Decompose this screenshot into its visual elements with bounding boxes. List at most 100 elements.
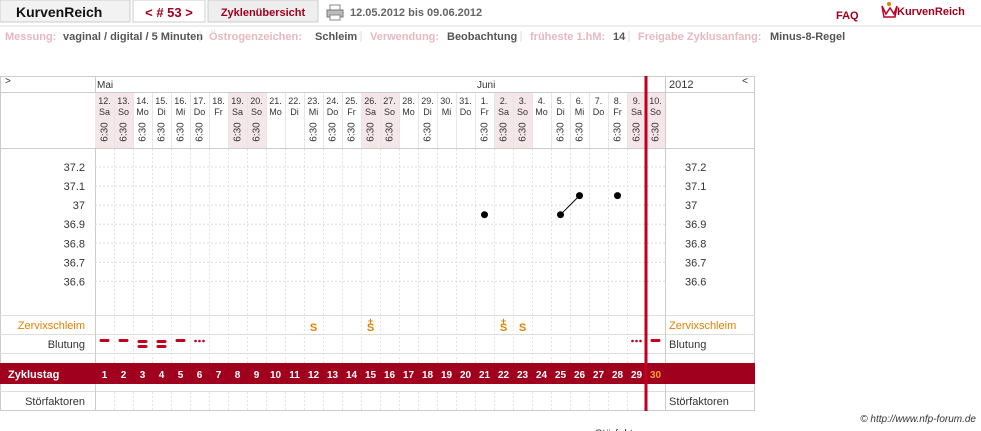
next-arrow[interactable]: <	[742, 76, 748, 87]
day: 2.	[500, 96, 508, 106]
mucus: S	[500, 322, 507, 334]
cycle-day-bar	[0, 363, 755, 384]
mucus: S	[367, 322, 374, 334]
cycle-day: 27	[593, 370, 605, 381]
bleeding	[198, 339, 201, 343]
faq-link[interactable]: FAQ	[836, 10, 859, 22]
day: 29.	[421, 96, 434, 106]
weekday: Mi	[442, 107, 452, 117]
time: 6:30	[176, 122, 187, 142]
cycle-day: 14	[346, 370, 358, 381]
weekday: Di	[556, 107, 565, 117]
weekday: So	[517, 107, 528, 117]
y-tick-label: 36.8	[64, 238, 85, 250]
weekday: So	[251, 107, 262, 117]
weekend-shade	[361, 93, 380, 148]
cycle-day: 3	[140, 370, 146, 381]
cycle-nav-box[interactable]	[132, 0, 206, 23]
day: 30.	[440, 96, 453, 106]
day: 8.	[614, 96, 622, 106]
weekday: Sa	[631, 107, 642, 117]
bleeding	[118, 339, 129, 342]
day: 22.	[288, 96, 301, 106]
disturbances-label-right: Störfaktoren	[669, 396, 729, 408]
day: 23.	[307, 96, 320, 106]
day: 13.	[117, 96, 130, 106]
y-tick-label: 36.6	[64, 276, 85, 288]
bleeding	[175, 339, 186, 342]
weekday: Mo	[269, 107, 282, 117]
cycle-day: 4	[159, 370, 165, 381]
day: 18.	[212, 96, 225, 106]
setting-label: Verwendung:	[370, 31, 439, 43]
logo[interactable]: KurvenReich	[897, 6, 965, 18]
weekday: Fr	[214, 107, 223, 117]
time: 6:30	[328, 122, 339, 142]
cycle-day: 23	[517, 370, 529, 381]
y-tick-label: 37	[73, 200, 85, 212]
cycle-nav[interactable]: < # 53 >	[145, 5, 193, 20]
cycle-day: 21	[479, 370, 491, 381]
time: 6:30	[138, 122, 149, 142]
setting-value: Minus-8-Regel	[770, 31, 845, 43]
day: 25.	[345, 96, 358, 106]
time: 6:30	[613, 122, 624, 142]
weekend-shade	[247, 93, 266, 148]
day: 14.	[136, 96, 149, 106]
weekday: Di	[290, 107, 299, 117]
weekend-shade	[494, 93, 513, 148]
time: 6:30	[157, 122, 168, 142]
cycle-day: 11	[289, 370, 300, 381]
setting-value: 14	[613, 31, 626, 43]
time: 6:30	[195, 122, 206, 142]
cycle-day: 16	[384, 370, 396, 381]
bleeding-label-right: Blutung	[669, 339, 706, 351]
time: 6:30	[233, 122, 244, 142]
cycle-day-label: Zyklustag	[8, 369, 59, 381]
day: 21.	[269, 96, 282, 106]
setting-label: Messung:	[5, 31, 56, 43]
cycle-day: 9	[254, 370, 260, 381]
cycle-day: 20	[460, 370, 472, 381]
y-tick-label-right: 36.6	[685, 276, 706, 288]
overview[interactable]: Zyklenübersicht	[221, 7, 306, 19]
time: 6:30	[518, 122, 529, 142]
period: 12.05.2012 bis 09.06.2012	[350, 7, 482, 19]
mucus-peak: +	[501, 316, 506, 326]
bleeding	[650, 339, 661, 342]
weekend-shade	[627, 93, 646, 148]
y-tick-label: 37.2	[64, 162, 85, 174]
time: 6:30	[651, 122, 662, 142]
cycle-day: 2	[121, 370, 127, 381]
logo-icon	[881, 2, 898, 18]
copyright: © http://www.nfp-forum.de	[860, 414, 976, 425]
time: 6:30	[119, 122, 130, 142]
disturbances-label: Störfaktoren	[25, 396, 85, 408]
weekend-shade	[228, 93, 247, 148]
prev-arrow[interactable]: >	[5, 76, 11, 87]
month: Mai	[97, 80, 113, 91]
mucus: S	[310, 322, 317, 334]
day: 17.	[193, 96, 206, 106]
printer-icon[interactable]	[326, 4, 344, 21]
bleeding	[194, 339, 197, 343]
time: 6:30	[385, 122, 396, 142]
day: 12.	[98, 96, 111, 106]
y-tick-label-right: 36.9	[685, 219, 706, 231]
weekday: Do	[593, 107, 605, 117]
cycle-day: 13	[327, 370, 339, 381]
cycle-day: 18	[422, 370, 434, 381]
bleeding	[635, 339, 638, 343]
day: 10.	[649, 96, 662, 106]
weekday: Fr	[613, 107, 622, 117]
cycle-day: 26	[574, 370, 586, 381]
day: 31.	[459, 96, 472, 106]
weekday: So	[118, 107, 129, 117]
overview-tab[interactable]	[207, 0, 319, 23]
y-tick-label-right: 37.2	[685, 162, 706, 174]
weekday: Mo	[402, 107, 415, 117]
weekend-shade	[646, 93, 665, 148]
cycle-day: 29	[631, 370, 643, 381]
weekday: Mo	[535, 107, 548, 117]
